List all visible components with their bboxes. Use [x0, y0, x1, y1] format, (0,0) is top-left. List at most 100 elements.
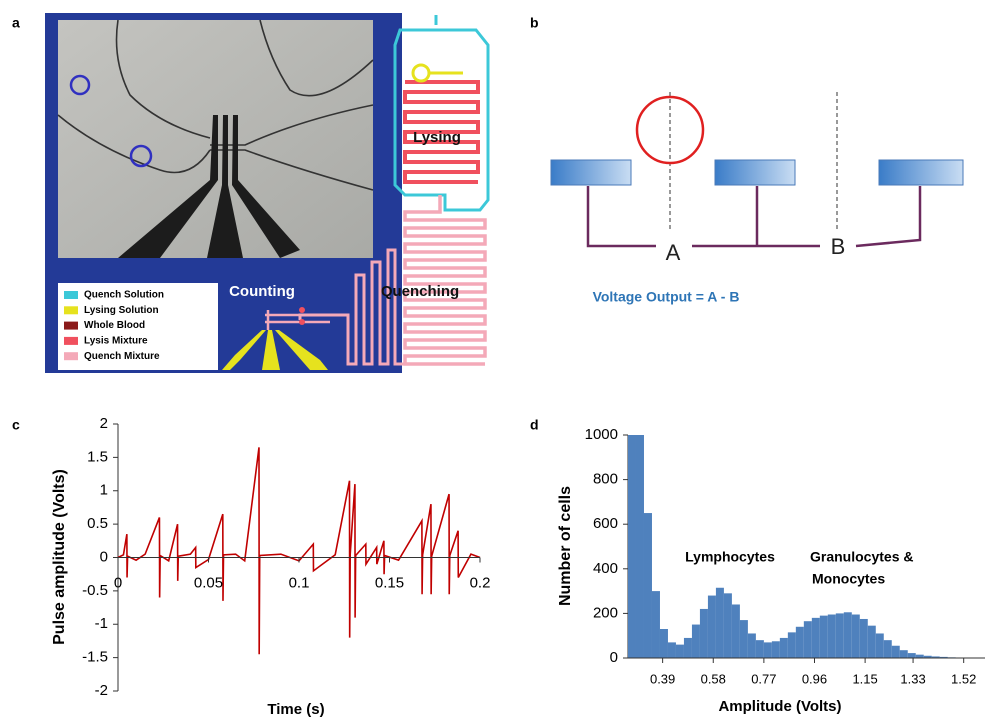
lysing-label: Lysing [413, 129, 461, 146]
hist-bar [844, 612, 852, 658]
hist-bar [644, 513, 652, 658]
hist-bar [764, 642, 772, 658]
hist-bar [820, 616, 828, 658]
x-axis-title: Time (s) [267, 701, 324, 718]
quenching-label: Quenching [381, 283, 459, 300]
y-tick-label: 400 [593, 560, 618, 577]
hist-bar [852, 615, 860, 658]
quench-serpentine [405, 195, 485, 364]
y-tick-label: 1000 [585, 426, 618, 443]
counting-port [299, 319, 305, 325]
hist-bar [628, 435, 636, 658]
panel-label: b [530, 15, 539, 31]
hist-bar [828, 615, 836, 658]
x-tick-label: 0.15 [375, 574, 404, 591]
hist-bar [908, 653, 916, 658]
hist-bar [636, 435, 644, 658]
x-tick-label: 0.1 [289, 574, 310, 591]
y-axis-title: Number of cells [557, 486, 574, 606]
hist-bar [836, 613, 844, 658]
wires [588, 186, 920, 246]
hist-bar [892, 646, 900, 658]
caption: Voltage Output = A - B [593, 289, 740, 305]
electrode [715, 160, 795, 185]
y-tick-label: 800 [593, 471, 618, 488]
annotation: Monocytes [812, 571, 885, 587]
hist-bar [796, 627, 804, 658]
x-tick-label: 0.96 [802, 671, 827, 686]
counting-port [299, 307, 305, 313]
annotation: Granulocytes & [810, 549, 913, 565]
hist-bar [668, 642, 676, 658]
hist-bar [860, 619, 868, 658]
electrode [879, 160, 963, 185]
legend-swatch [64, 337, 78, 345]
x-axis-title: Amplitude (Volts) [718, 698, 841, 715]
hist-bar [708, 596, 716, 658]
x-tick-label: 0.05 [194, 574, 223, 591]
y-tick-label: 0 [100, 548, 108, 565]
y-tick-label: 600 [593, 515, 618, 532]
hist-bar [740, 620, 748, 658]
node-label: B [831, 234, 846, 259]
hist-bar [900, 650, 908, 658]
lysing-inlet [413, 65, 429, 81]
x-tick-label: 1.33 [900, 671, 925, 686]
hist-bar [684, 638, 692, 658]
legend-swatch [64, 352, 78, 360]
y-tick-label: -1 [95, 615, 108, 632]
x-tick-label: 0.39 [650, 671, 675, 686]
y-tick-label: 1 [100, 482, 108, 499]
hist-bar [700, 609, 708, 658]
legend-swatch [64, 291, 78, 299]
panel-label: c [12, 417, 20, 433]
data-line [118, 447, 480, 654]
y-tick-label: 0 [610, 649, 618, 666]
hist-bar [780, 638, 788, 658]
hist-bar [772, 641, 780, 658]
x-tick-label: 0.77 [751, 671, 776, 686]
hist-bar [884, 640, 892, 658]
y-tick-label: -0.5 [82, 582, 108, 599]
hist-bar [748, 633, 756, 658]
y-tick-label: 1.5 [87, 448, 108, 465]
hist-bar [876, 633, 884, 658]
annotation: Lymphocytes [685, 549, 775, 565]
y-tick-label: 0.5 [87, 515, 108, 532]
hist-bar [676, 645, 684, 658]
figure: a Lysing Quenching Counting Quench Solut… [0, 0, 987, 720]
electrode [551, 160, 631, 185]
x-tick-label: 1.15 [852, 671, 877, 686]
x-tick-label: 0.2 [470, 574, 491, 591]
y-axis-title: Pulse amplitude (Volts) [51, 469, 68, 645]
y-tick-label: 2 [100, 415, 108, 432]
hist-bar [652, 591, 660, 658]
hist-bar [868, 626, 876, 658]
legend-label: Whole Blood [84, 320, 145, 331]
legend-swatch [64, 322, 78, 330]
panel-label: d [530, 417, 539, 433]
legend-label: Lysing Solution [84, 305, 159, 316]
hist-bar [804, 621, 812, 658]
y-tick-label: -2 [95, 682, 108, 699]
legend-swatch [64, 306, 78, 314]
hist-bar [724, 593, 732, 658]
hist-bar [812, 618, 820, 658]
hist-bar [716, 588, 724, 658]
x-tick-label: 0.58 [701, 671, 726, 686]
hist-bar [788, 632, 796, 658]
panel-label: a [12, 15, 20, 31]
hist-bar [732, 604, 740, 658]
counting-label: Counting [229, 283, 295, 300]
hist-bar [692, 625, 700, 658]
x-tick-label: 1.52 [951, 671, 976, 686]
y-tick-label: -1.5 [82, 649, 108, 666]
hist-bar [916, 655, 924, 658]
legend-label: Quench Solution [84, 290, 164, 301]
y-tick-label: 200 [593, 604, 618, 621]
node-label: A [666, 240, 681, 265]
hist-bar [756, 640, 764, 658]
legend-label: Quench Mixture [84, 351, 160, 362]
hist-bar [660, 629, 668, 658]
x-tick-label: 0 [114, 574, 122, 591]
